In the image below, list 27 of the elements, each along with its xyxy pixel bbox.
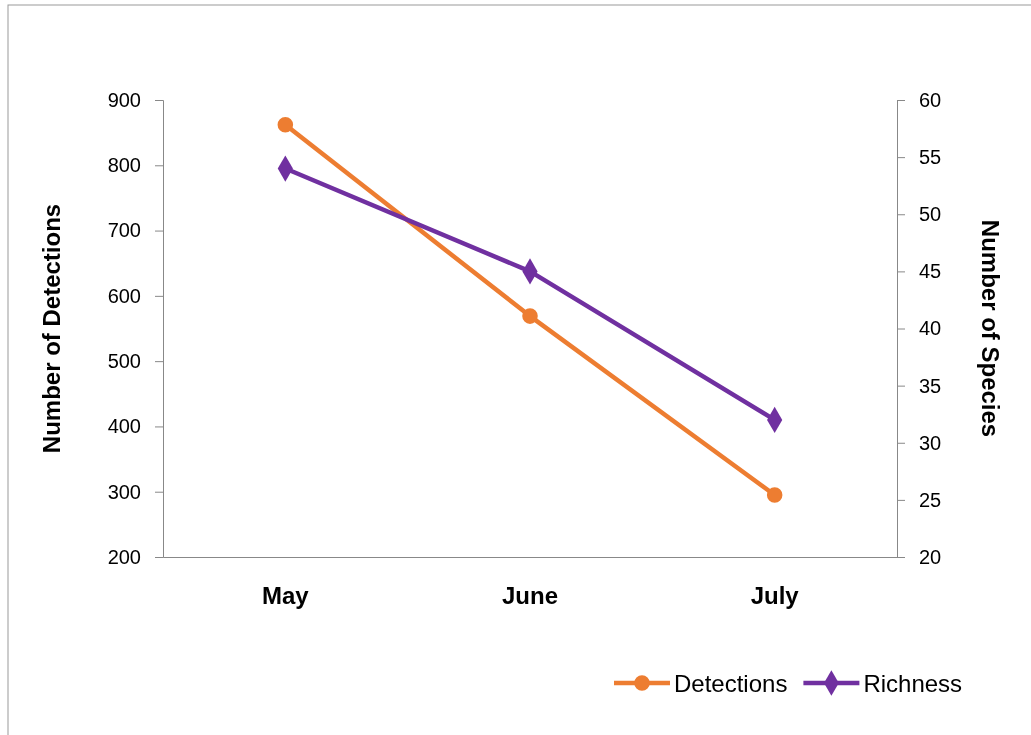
y2-tick-label: 60 — [919, 88, 942, 111]
y2-tick-label: 50 — [919, 203, 942, 226]
y-axis-title: Number of Detections — [38, 203, 65, 454]
x-tick-label: May — [261, 582, 310, 610]
y-tick-label: 500 — [107, 350, 141, 373]
y-tick-label: 900 — [107, 88, 141, 111]
point — [766, 487, 783, 503]
y-tick-label: 600 — [107, 284, 141, 307]
y2-tick-label: 45 — [919, 260, 942, 283]
y2-tick-label: 35 — [919, 374, 942, 397]
y2-tick-label: 25 — [919, 488, 942, 511]
point — [522, 308, 538, 324]
y2-tick-label: 30 — [919, 431, 942, 454]
y2-tick-label: 55 — [919, 146, 942, 169]
y2-tick-label: 20 — [919, 545, 942, 568]
y-tick-label: 700 — [107, 219, 141, 242]
y2-tick-label: 40 — [919, 317, 942, 340]
x-tick-label: July — [750, 582, 800, 610]
legend-label: Richness — [863, 670, 963, 697]
y-tick-label: 800 — [107, 154, 141, 177]
y2-axis-title: Number of Species — [977, 219, 1004, 438]
y-tick-label: 300 — [107, 480, 141, 503]
y-tick-label: 200 — [107, 545, 141, 568]
x-tick-label: June — [501, 582, 559, 610]
legend-label: Detections — [674, 670, 788, 697]
y-tick-label: 400 — [107, 415, 141, 438]
point — [277, 117, 294, 133]
